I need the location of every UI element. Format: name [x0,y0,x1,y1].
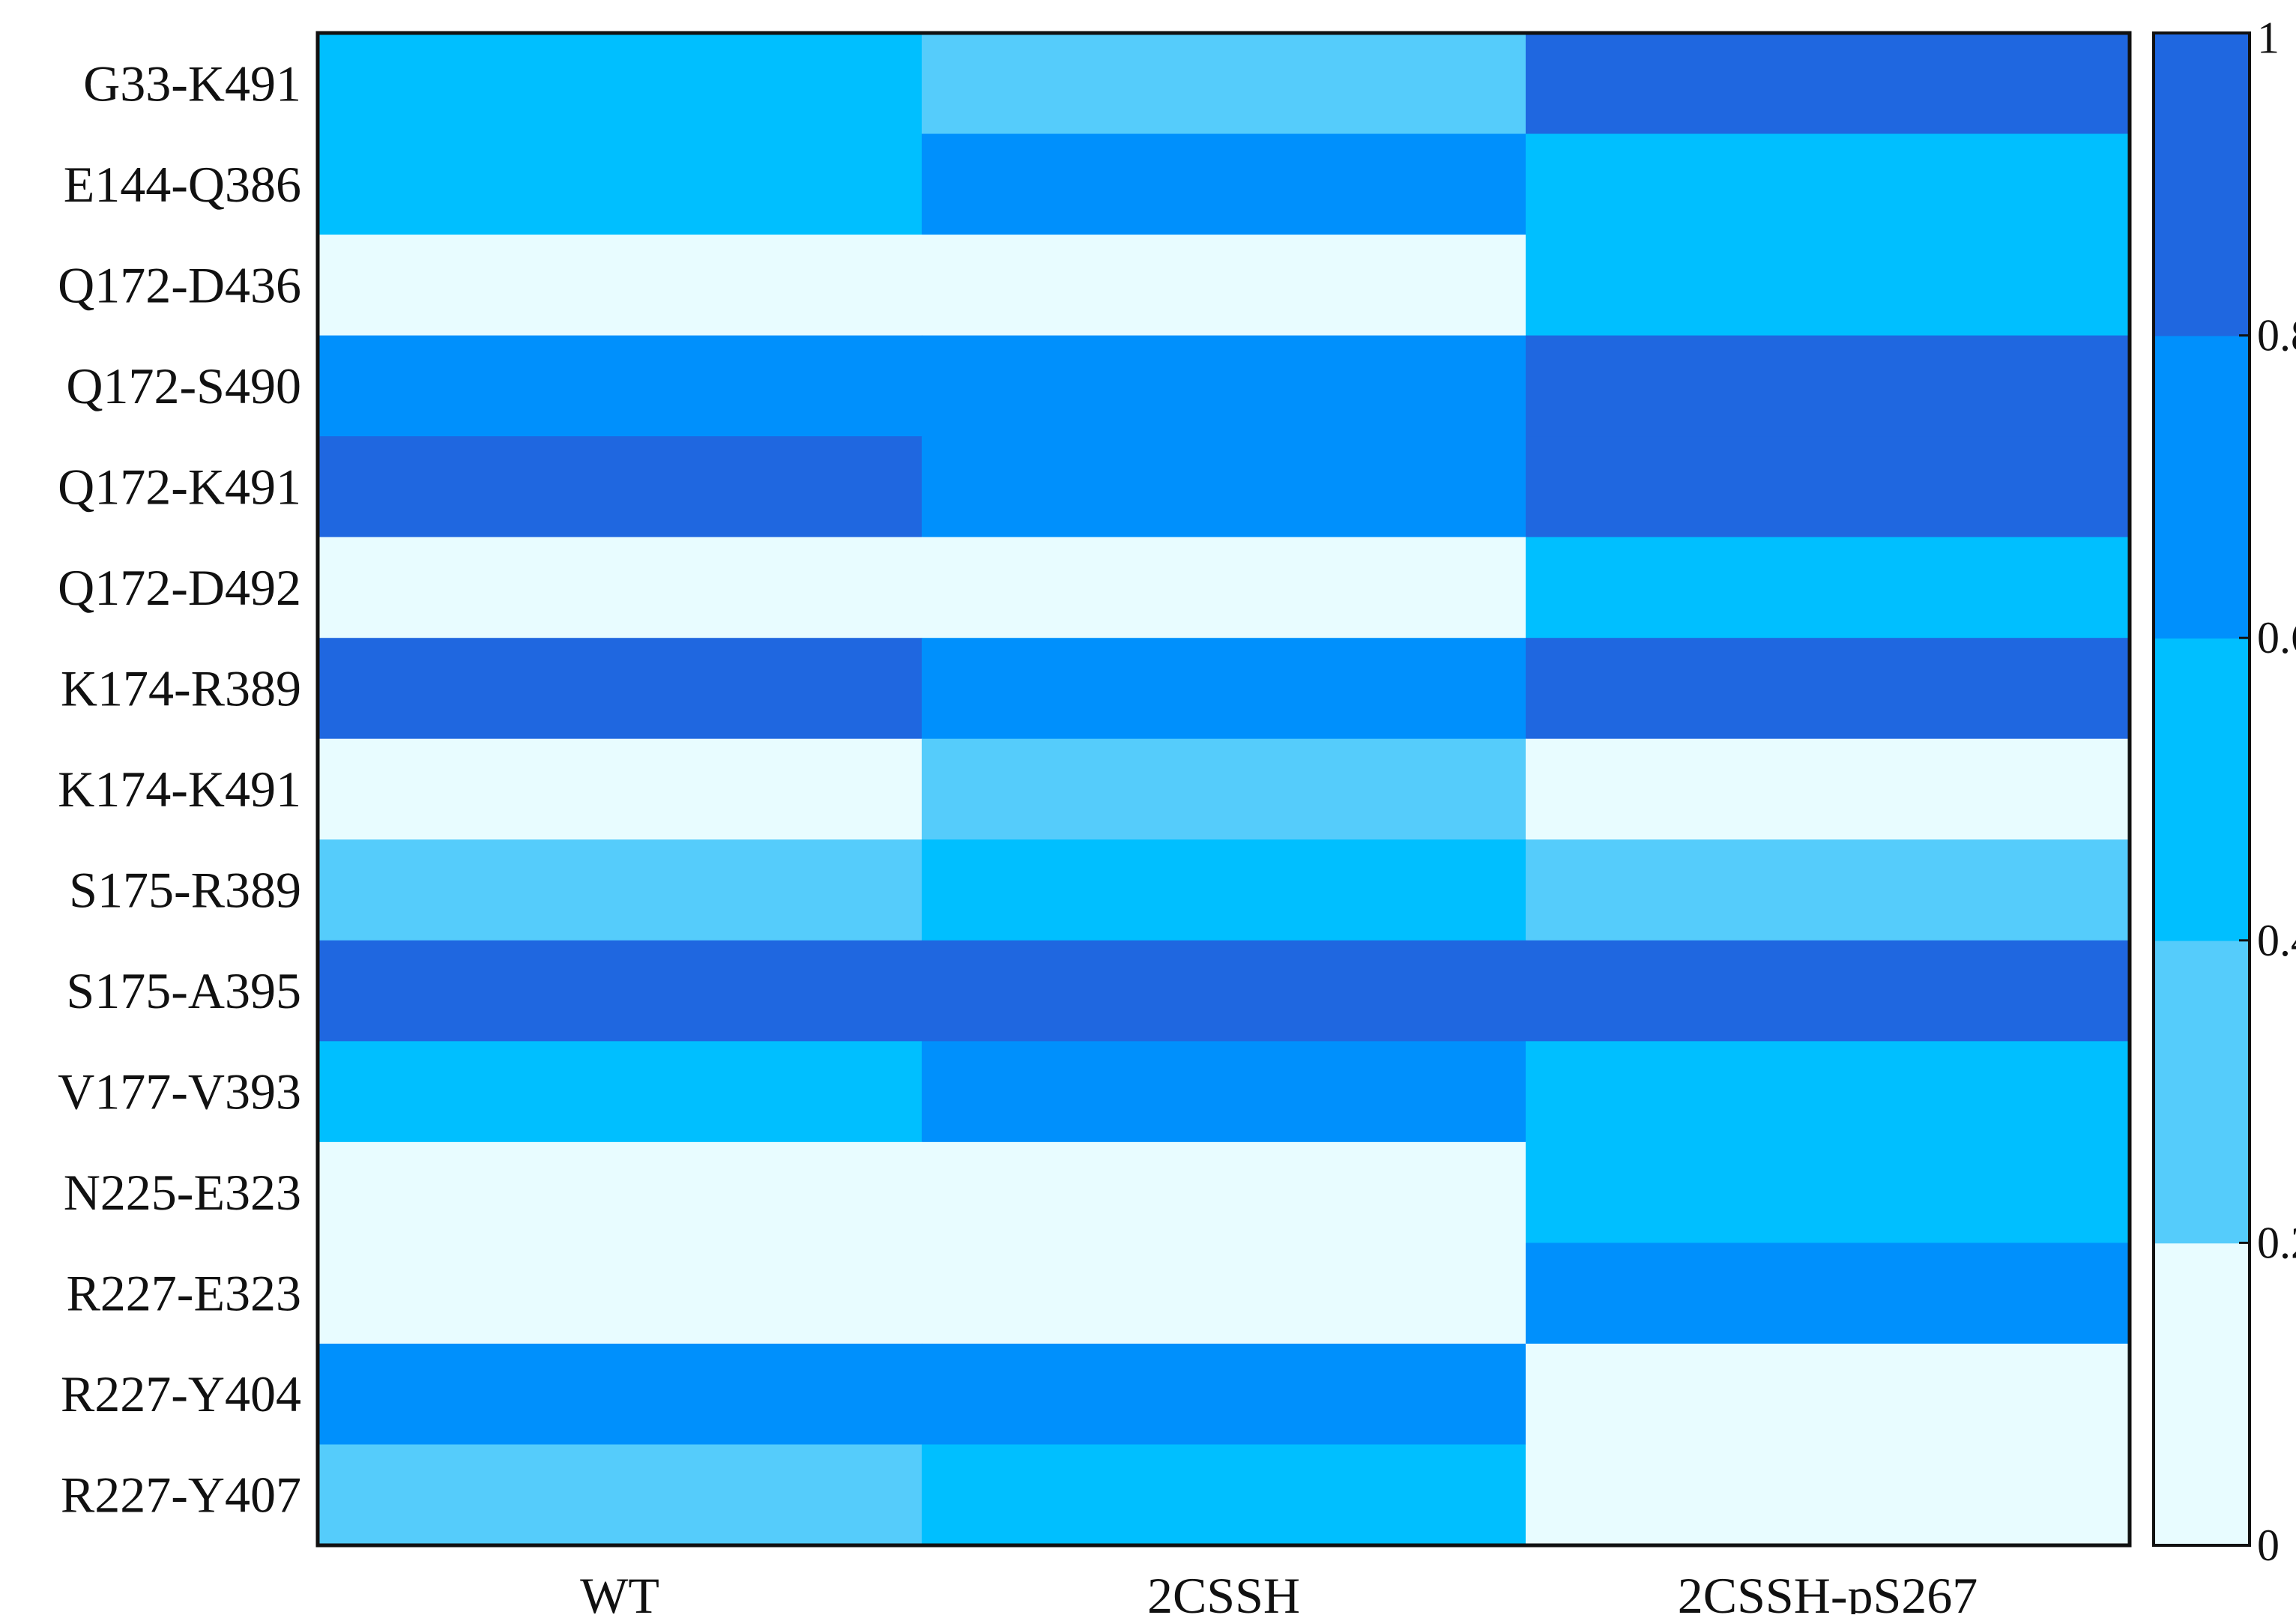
heatmap-cell [922,1141,1526,1244]
row-labels: G33-K491 E144-Q386 Q172-D436 Q172-S490 Q172-… [58,55,301,1523]
heatmap-cell [1526,1444,2130,1546]
heatmap-cell [922,638,1526,740]
heatmap-cell [1526,1343,2130,1446]
colorbar-tick-label: 0 [2257,1521,2280,1570]
heatmap-cell [922,133,1526,235]
colorbar-tick-label: 1 [2257,13,2280,62]
heatmap-cell [922,235,1526,336]
row-label: S175-R389 [69,862,301,919]
heatmap-cell [318,839,922,941]
colorbar-tick-label: 0.8 [2257,311,2296,360]
heatmap-cell [1526,335,2130,437]
column-label: 2CSSH [1147,1567,1300,1614]
heatmap-cell [318,436,922,538]
heatmap-cell [1526,839,2130,941]
heatmap-cell [318,1041,922,1143]
row-label: V177-V393 [58,1063,301,1120]
row-label: K174-R389 [61,659,301,716]
row-label: Q172-K491 [58,458,301,515]
heatmap-cell [318,133,922,235]
heatmap-cell [318,1444,922,1546]
heatmap-cell [922,940,1526,1042]
heatmap-cells [318,33,2130,1546]
heatmap-cell [318,1243,922,1344]
row-label: S175-A395 [66,962,301,1019]
column-label: WT [580,1567,659,1614]
heatmap-cell [1526,738,2130,841]
heatmap-cell [922,436,1526,538]
colorbar-segment [2154,638,2250,941]
heatmap-cell [922,738,1526,841]
row-label: N225-E323 [64,1164,301,1221]
heatmap-cell [1526,940,2130,1042]
colorbar-segment [2154,1243,2250,1546]
heatmap-cell [318,738,922,841]
heatmap-cell [1526,133,2130,235]
heatmap-cell [1526,1141,2130,1244]
colorbar: 0 0.2 0.4 0.6 0.8 1 [2152,13,2296,1570]
column-labels: WT 2CSSH 2CSSH-pS267 [580,1567,1978,1618]
heatmap-cell [318,940,922,1042]
heatmap-cell [318,638,922,740]
heatmap-cell [318,335,922,437]
heatmap-cell [922,537,1526,639]
heatmap-cell [1526,1041,2130,1143]
row-label: Q172-S490 [66,357,301,414]
row-label: Q172-D436 [58,256,301,313]
row-label: E144-Q386 [64,156,301,213]
row-label: R227-Y404 [61,1365,301,1422]
heatmap-cell [1526,537,2130,639]
heatmap-cell [318,33,922,135]
column-label: 2CSSH-pS267 [1678,1567,1978,1614]
heatmap-cell [922,1343,1526,1446]
heatmap-cell [1526,33,2130,135]
heatmap-cell [922,33,1526,135]
row-label: R227-E323 [66,1265,301,1322]
colorbar-tick-label: 0.2 [2257,1218,2296,1267]
heatmap-cell [1526,1243,2130,1344]
plot-frame [315,31,2132,1548]
heatmap-cell [1526,235,2130,336]
row-label: G33-K491 [83,55,301,112]
heatmap-cell [318,537,922,639]
colorbar-tick-label: 0.4 [2257,916,2296,965]
colorbar-frame [2152,31,2251,1547]
row-label: K174-K491 [58,761,301,818]
row-label: Q172-D492 [58,559,301,616]
heatmap-cell [922,1041,1526,1143]
heatmap-cell [318,235,922,336]
heatmap-cell [318,1141,922,1244]
heatmap-cell [318,1343,922,1446]
heatmap-cell [922,1243,1526,1344]
colorbar-segment [2154,335,2250,639]
heatmap-cell [922,839,1526,941]
colorbar-tick-label: 0.6 [2257,613,2296,662]
heatmap-cell [1526,638,2130,740]
heatmap-cell [922,335,1526,437]
heatmap-cell [922,1444,1526,1546]
heatmap-cell [1526,436,2130,538]
colorbar-segment [2154,940,2250,1244]
row-label: R227-Y407 [61,1467,301,1524]
colorbar-segment [2154,33,2250,336]
